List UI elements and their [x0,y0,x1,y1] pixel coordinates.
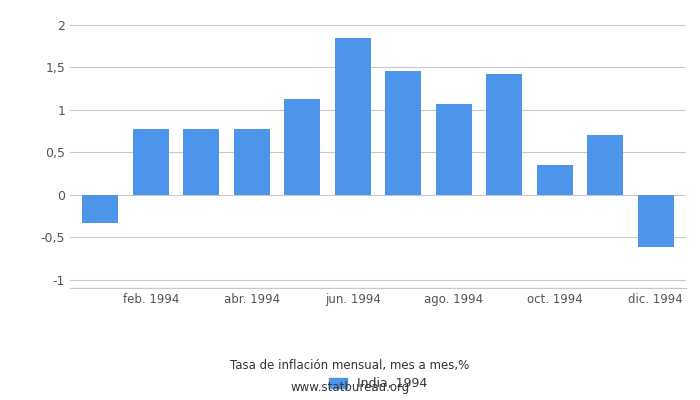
Bar [132,129,169,194]
Bar [82,194,118,223]
Bar [284,99,321,194]
Bar [486,74,522,194]
Text: www.statbureau.org: www.statbureau.org [290,382,410,394]
Text: Tasa de inflación mensual, mes a mes,%: Tasa de inflación mensual, mes a mes,% [230,360,470,372]
Bar [638,194,674,247]
Legend: India, 1994: India, 1994 [329,377,427,390]
Bar [435,104,472,194]
Bar [183,129,220,194]
Bar [385,70,421,194]
Bar [536,165,573,194]
Bar [234,129,270,194]
Bar [335,38,371,194]
Bar [587,135,624,194]
